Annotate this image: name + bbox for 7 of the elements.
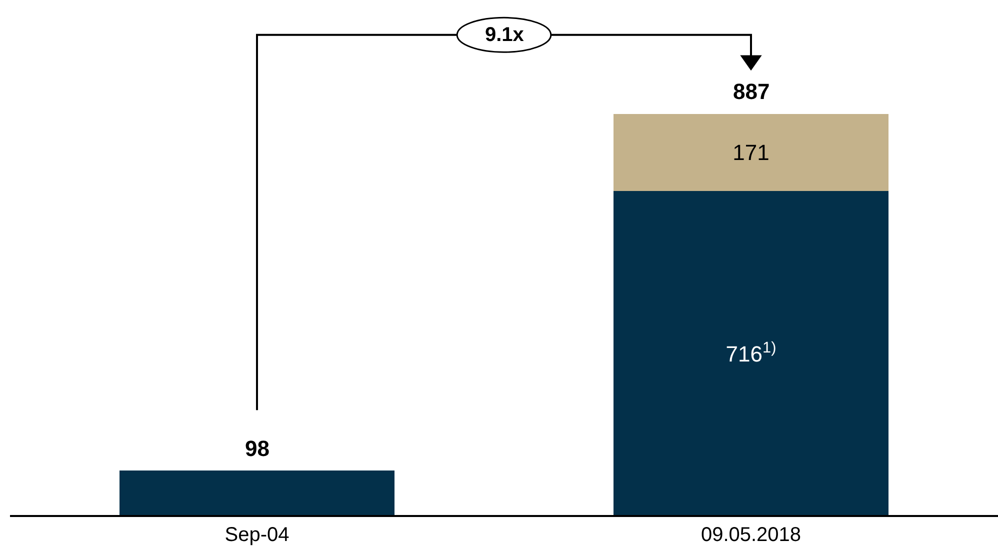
total-label: 887 xyxy=(733,79,770,104)
x-tick-label: 09.05.2018 xyxy=(700,524,802,546)
data-label: 171 xyxy=(732,140,770,166)
data-label: 716$^{1)}$ xyxy=(726,339,776,367)
text: 9.1x xyxy=(485,24,524,46)
x-tick-label: Sep-04 xyxy=(224,524,290,546)
total-label: 98 xyxy=(245,436,270,461)
